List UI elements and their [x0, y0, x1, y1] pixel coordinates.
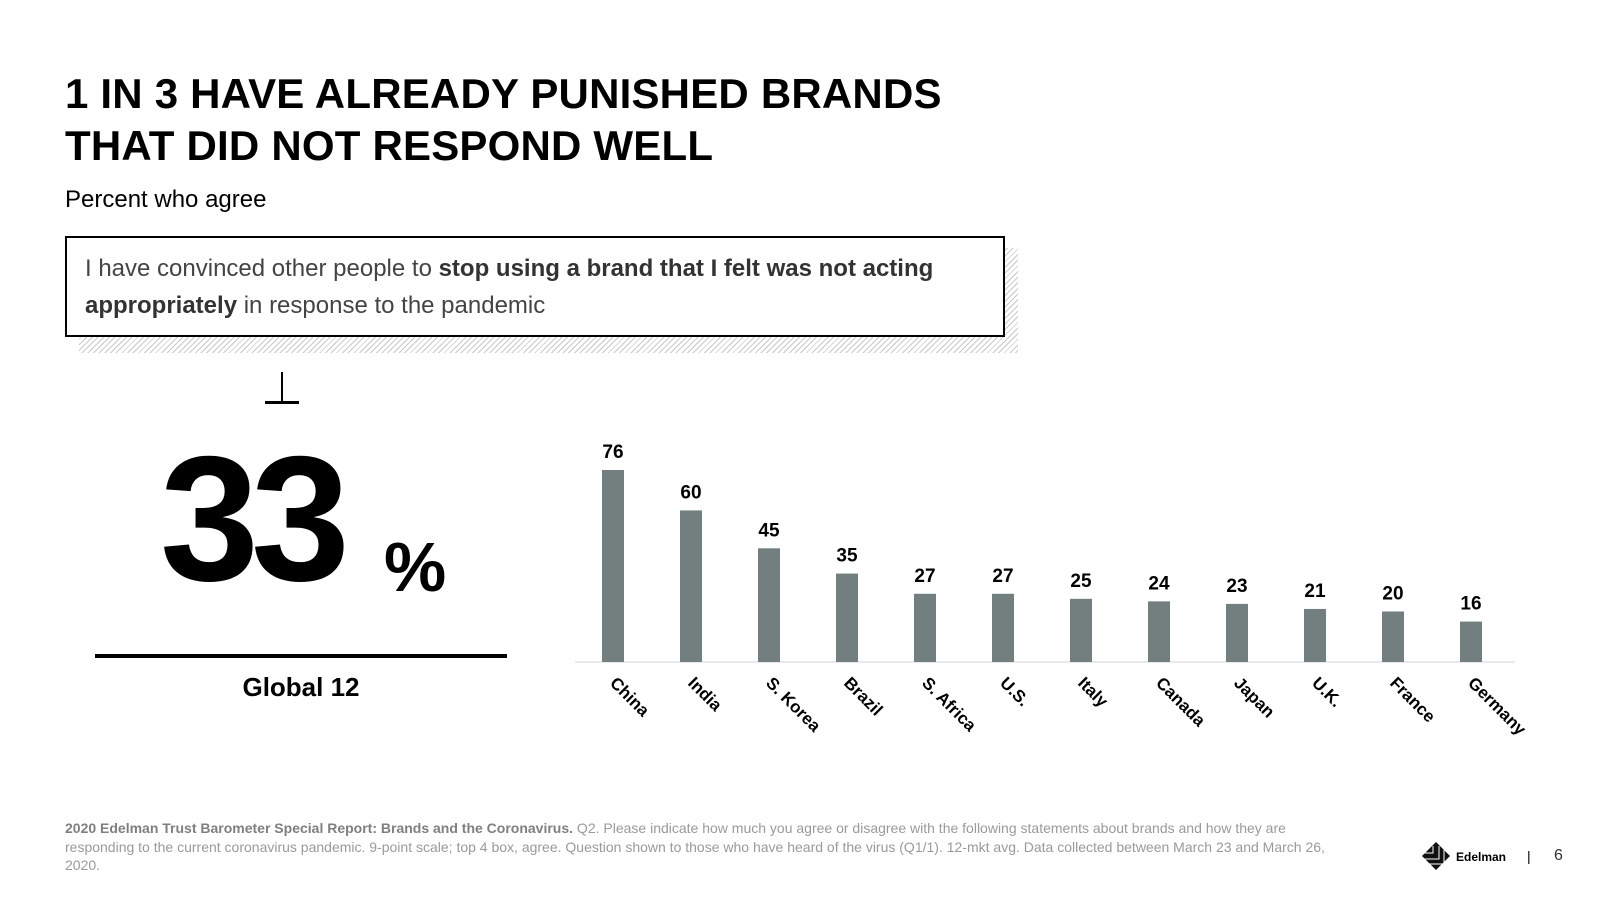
x-tick-label: Japan [1230, 673, 1278, 721]
title-line-2: THAT DID NOT RESPOND WELL [65, 122, 714, 169]
edelman-logo-icon [1422, 842, 1450, 870]
footnote-text: Q2. Please indicate how much you agree o… [65, 820, 1325, 873]
bar-india [680, 510, 702, 662]
x-tick-label: U.S. [996, 673, 1033, 710]
data-label: 20 [1382, 583, 1403, 604]
bar-italy [1070, 598, 1092, 662]
global-label: Global 12 [242, 672, 360, 702]
bar-u-s [992, 593, 1014, 662]
pointer-icon [265, 372, 299, 404]
brand-name: Edelman [1456, 850, 1507, 864]
statement-box: I have convinced other people to stop us… [65, 236, 1005, 337]
data-label: 27 [914, 566, 935, 587]
x-tick-label: France [1386, 673, 1439, 726]
bar-brazil [836, 573, 858, 662]
x-tick-label: Brazil [840, 673, 886, 719]
global-divider [95, 654, 507, 658]
subtitle: Percent who agree [65, 186, 267, 213]
page-separator: | [1527, 848, 1531, 864]
data-label: 35 [836, 546, 858, 567]
page-number: 6 [1554, 847, 1563, 864]
x-tick-label: U.K. [1308, 673, 1345, 710]
bar-canada [1148, 601, 1170, 662]
data-label: 16 [1460, 594, 1481, 615]
x-tick-label: Canada [1152, 673, 1209, 730]
statement-text-post: in response to the pandemic [237, 292, 546, 319]
statement-text-bold: stop using a brand that I felt was not a… [85, 255, 934, 319]
bar-germany [1460, 621, 1482, 662]
data-label: 24 [1148, 573, 1170, 594]
title-line-1: 1 IN 3 HAVE ALREADY PUNISHED BRANDS [65, 70, 942, 117]
data-label: 76 [602, 442, 623, 463]
bar-france [1382, 611, 1404, 662]
x-tick-label: China [606, 673, 653, 720]
x-tick-label: S. Africa [918, 673, 980, 735]
x-tick-label: India [684, 673, 726, 715]
bar-u-k [1304, 608, 1326, 662]
x-tick-label: Germany [1464, 673, 1530, 739]
statement-text-pre: I have convinced other people to [85, 255, 439, 282]
data-label: 27 [992, 566, 1013, 587]
data-label: 60 [680, 482, 701, 503]
percent-sign: % [384, 528, 447, 606]
data-label: 23 [1226, 576, 1247, 597]
x-tick-label: S. Korea [762, 673, 825, 736]
bar-japan [1226, 603, 1248, 662]
source-footnote: 2020 Edelman Trust Barometer Special Rep… [65, 819, 1355, 875]
x-tick-label: Italy [1074, 673, 1112, 711]
data-label: 21 [1304, 581, 1326, 602]
bar-s-africa [914, 593, 936, 662]
slide-title: 1 IN 3 HAVE ALREADY PUNISHED BRANDS THAT… [65, 68, 942, 172]
data-label: 25 [1070, 571, 1092, 592]
global-percentage: 33 [160, 419, 350, 618]
bar-s-korea [758, 548, 780, 662]
footnote-source: 2020 Edelman Trust Barometer Special Rep… [65, 820, 574, 836]
bar-china [602, 470, 624, 662]
data-label: 45 [758, 520, 780, 541]
